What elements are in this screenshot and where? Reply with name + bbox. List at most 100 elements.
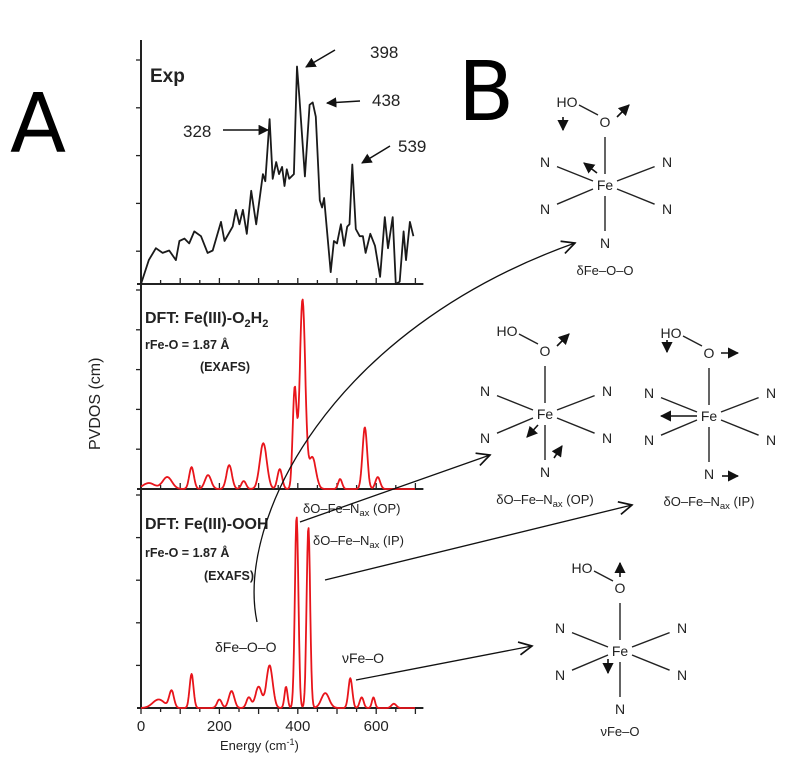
caption-end: (OP) xyxy=(563,492,594,507)
atom-n-equatorial: N xyxy=(644,432,654,448)
bond-fe-n-equatorial xyxy=(616,165,655,182)
dft-ooh-distance: rFe-O = 1.87 Å xyxy=(145,545,229,560)
caption-subscript: ax xyxy=(720,501,730,512)
displacement-arrow xyxy=(583,162,598,174)
bond-fe-n-equatorial xyxy=(720,419,759,436)
x-tick-label: 0 xyxy=(137,718,145,735)
bond-fe-n-equatorial xyxy=(660,396,698,413)
atom-n-equatorial: N xyxy=(540,154,550,170)
arrow-398 xyxy=(305,49,336,68)
bond-fe-n-equatorial xyxy=(556,417,595,434)
mode-label-ip: δO–Fe–Nax (IP) xyxy=(313,533,404,551)
atom-fe: Fe xyxy=(537,406,554,422)
connector-arrow-stretch xyxy=(355,646,532,681)
atom-n-axial: N xyxy=(540,464,550,480)
atom-n-equatorial: N xyxy=(602,430,612,446)
dft-ooh-title: DFT: Fe(III)-OOH xyxy=(145,516,269,533)
mode-label-op: δO–Fe–Nax (OP) xyxy=(303,501,400,519)
atom-n-equatorial: N xyxy=(480,430,490,446)
spectrum-line-DFT-OOH xyxy=(140,516,416,709)
atom-o: O xyxy=(540,343,551,359)
bond-ho-o xyxy=(682,335,703,347)
atom-n-axial: N xyxy=(615,701,625,717)
atom-n-equatorial: N xyxy=(555,620,565,636)
spectrum-line-DFT-O2H2 xyxy=(140,298,416,490)
dft-o2h2-method: (EXAFS) xyxy=(200,360,250,374)
atom-fe: Fe xyxy=(701,408,718,424)
bond-fe-n-equatorial xyxy=(720,396,759,413)
bond-fe-n-equatorial xyxy=(496,417,534,434)
x-axis-label: Energy (cm-1) xyxy=(220,737,299,753)
dft-ooh-method: (EXAFS) xyxy=(204,569,254,583)
caption-end: (IP) xyxy=(730,494,755,509)
arrow-438 xyxy=(325,97,361,108)
structure-caption: νFe–O xyxy=(600,724,639,739)
x-tick-label: 600 xyxy=(364,718,389,735)
bond-fe-n-equatorial xyxy=(556,188,594,205)
x-tick-label: 200 xyxy=(207,718,232,735)
dft-o2h2-distance: rFe-O = 1.87 Å xyxy=(145,337,229,352)
structure-3: Fe O HO N N N N NδO–Fe–Nax (IP) xyxy=(644,325,776,512)
structure-caption: δFe–O–O xyxy=(576,263,633,278)
atom-ho: HO xyxy=(497,323,518,339)
displacement-arrow xyxy=(526,424,539,438)
atom-n-equatorial: N xyxy=(602,383,612,399)
bond-fe-n-equatorial xyxy=(631,631,670,648)
atom-fe: Fe xyxy=(597,177,614,193)
connector-arrow-ip xyxy=(324,505,632,581)
atom-n-equatorial: N xyxy=(766,385,776,401)
atom-fe: Fe xyxy=(612,643,629,659)
bond-fe-n-equatorial xyxy=(571,631,609,648)
spectrum-line-Exp xyxy=(140,65,415,285)
chart-axes xyxy=(136,40,424,714)
displacement-arrow xyxy=(556,333,570,347)
atom-o: O xyxy=(704,345,715,361)
atom-o: O xyxy=(600,114,611,130)
atom-ho: HO xyxy=(557,94,578,110)
bond-fe-n-equatorial xyxy=(571,654,609,671)
y-axis-label: PVDOS (cm) xyxy=(87,358,104,450)
bond-fe-n-equatorial xyxy=(616,188,655,205)
atom-n-equatorial: N xyxy=(555,667,565,683)
peak-label-438: 438 xyxy=(372,91,400,110)
atom-o: O xyxy=(615,580,626,596)
dft-o2h2-title: DFT: Fe(III)-O2H2 xyxy=(145,310,268,330)
caption-subscript: ax xyxy=(553,499,563,510)
atom-n-equatorial: N xyxy=(662,201,672,217)
structure-2: Fe O HO N N N N NδO–Fe–Nax (OP) xyxy=(480,323,612,510)
connector-arrow-op xyxy=(299,455,490,523)
atom-ho: HO xyxy=(661,325,682,341)
x-tick-label: 400 xyxy=(285,718,310,735)
displacement-arrow xyxy=(551,445,563,459)
atom-n-equatorial: N xyxy=(677,667,687,683)
displacement-arrow xyxy=(616,104,630,118)
atom-ho: HO xyxy=(572,560,593,576)
mode-label-stretch: νFe–O xyxy=(342,650,384,666)
x-tick-labels: 0 200 400 600 xyxy=(137,718,389,735)
atom-n-equatorial: N xyxy=(644,385,654,401)
atom-n-equatorial: N xyxy=(766,432,776,448)
bond-fe-n-equatorial xyxy=(631,654,670,671)
caption-text: δO–Fe–N xyxy=(664,494,720,509)
bond-fe-n-equatorial xyxy=(496,394,534,411)
peak-label-539: 539 xyxy=(398,137,426,156)
atom-n-equatorial: N xyxy=(677,620,687,636)
atom-n-axial: N xyxy=(704,466,714,482)
bond-fe-n-equatorial xyxy=(660,419,698,436)
atom-n-axial: N xyxy=(600,235,610,251)
atom-n-equatorial: N xyxy=(480,383,490,399)
atom-n-equatorial: N xyxy=(540,201,550,217)
panel-label-b: B xyxy=(458,45,514,140)
arrow-539 xyxy=(361,145,391,164)
structure-caption: δO–Fe–Nax (IP) xyxy=(664,494,755,512)
spectra xyxy=(140,65,416,709)
bond-fe-n-equatorial xyxy=(556,165,594,182)
bond-ho-o xyxy=(593,570,614,582)
peak-label-328: 328 xyxy=(183,122,211,141)
caption-text: δFe–O–O xyxy=(576,263,633,278)
peak-label-398: 398 xyxy=(370,43,398,62)
